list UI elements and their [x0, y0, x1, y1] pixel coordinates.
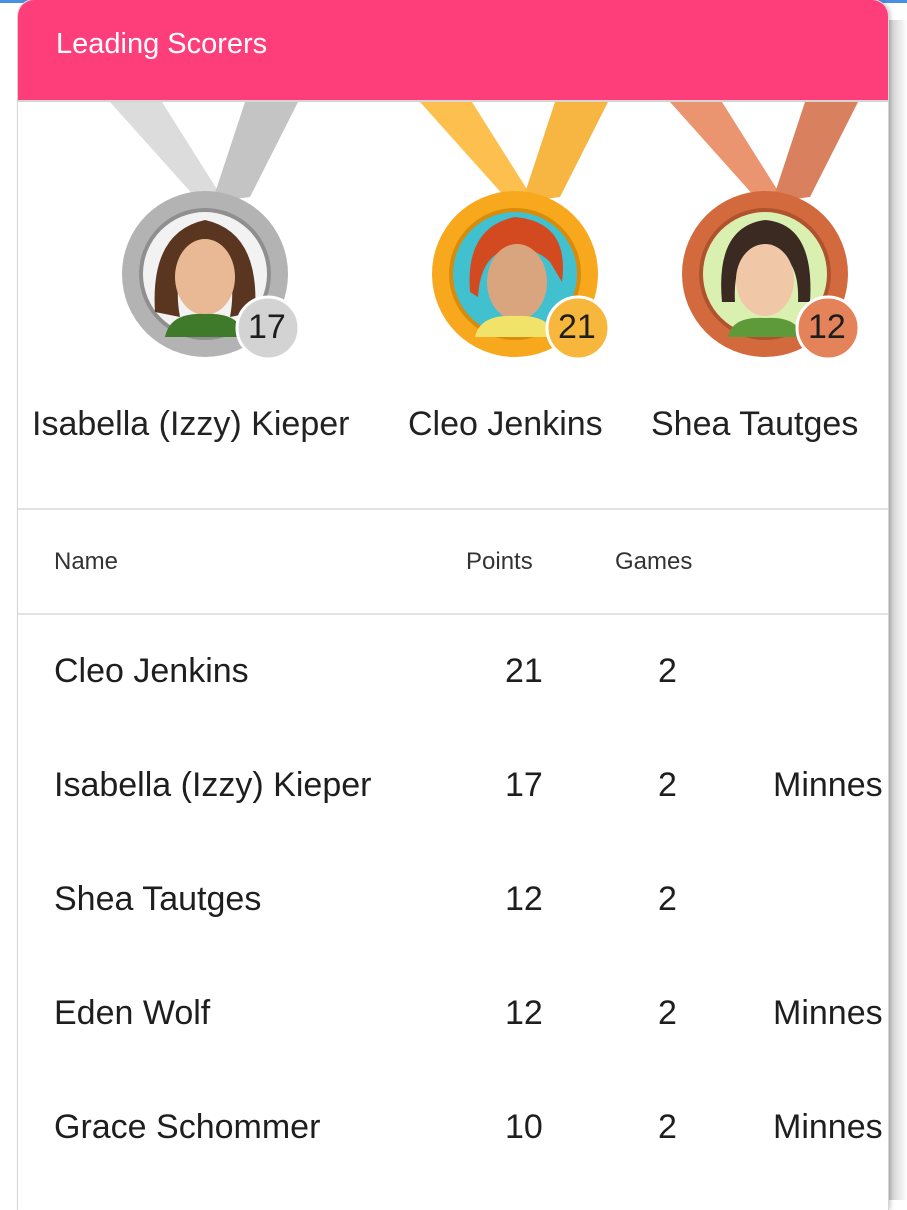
column-header-points[interactable]: Points — [466, 548, 533, 575]
row-team-cell: Minnes — [773, 994, 883, 1032]
podium-points-badge-second: 17 — [248, 308, 286, 346]
row-games-cell: 2 — [658, 880, 677, 918]
row-points-cell: 12 — [505, 880, 543, 918]
scroll-edge-shadow — [888, 20, 907, 1200]
row-games-cell: 2 — [658, 652, 677, 690]
card-header: Leading Scorers — [18, 0, 888, 102]
table-header-divider — [18, 613, 888, 615]
podium-name-second[interactable]: Isabella (Izzy) Kieper — [32, 405, 350, 443]
column-header-name[interactable]: Name — [54, 548, 119, 575]
row-name-cell: Isabella (Izzy) Kieper — [54, 766, 372, 804]
row-name-cell: Cleo Jenkins — [54, 652, 249, 690]
row-games-cell: 2 — [658, 1108, 677, 1146]
gold-medal-avatar-icon — [420, 102, 610, 361]
row-team-cell: Minnes — [773, 1108, 883, 1146]
row-name-cell: Shea Tautges — [54, 880, 262, 918]
podium-divider — [18, 508, 888, 510]
podium-points-badge-third: 12 — [808, 308, 846, 346]
row-name-cell: Eden Wolf — [54, 994, 211, 1032]
row-games-cell: 2 — [658, 994, 677, 1032]
row-team-cell: Minnes — [773, 766, 883, 804]
podium-name-first[interactable]: Cleo Jenkins — [408, 405, 603, 443]
column-header-games[interactable]: Games — [615, 548, 693, 575]
bronze-medal-avatar-icon — [670, 102, 860, 361]
silver-medal-avatar-icon — [110, 102, 300, 361]
row-points-cell: 17 — [505, 766, 543, 804]
podium-points-badge-first: 21 — [558, 308, 596, 346]
leading-scorers-card: Leading Scorers — [18, 0, 888, 1210]
row-points-cell: 21 — [505, 652, 543, 690]
row-games-cell: 2 — [658, 766, 677, 804]
row-points-cell: 10 — [505, 1108, 543, 1146]
row-points-cell: 12 — [505, 994, 543, 1032]
podium-name-third[interactable]: Shea Tautges — [651, 405, 859, 443]
row-name-cell: Grace Schommer — [54, 1108, 321, 1146]
card-title: Leading Scorers — [56, 28, 268, 60]
